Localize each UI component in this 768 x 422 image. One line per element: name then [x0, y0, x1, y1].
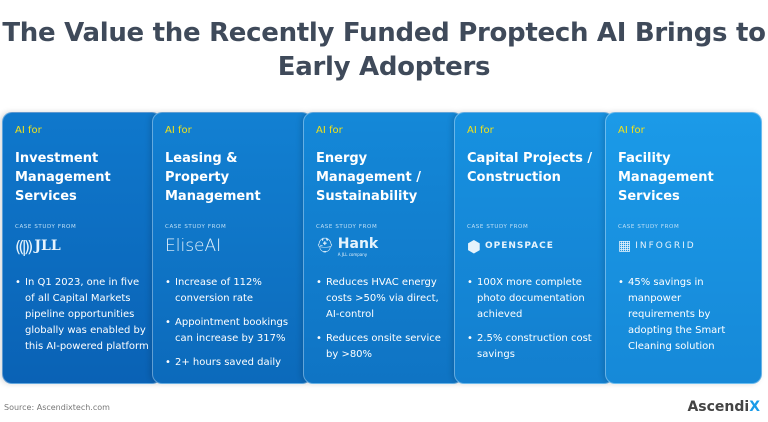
bullet: 2+ hours saved daily — [165, 355, 299, 371]
grid-icon: ▦ — [618, 238, 632, 254]
card-label: AI for — [165, 125, 192, 136]
case-study-label: CASE STUDY FROM — [618, 224, 680, 230]
bullet: Reduces HVAC energy costs >50% via direc… — [316, 275, 450, 323]
bullet: Appointment bookings can increase by 317… — [165, 315, 299, 347]
bullet: Reduces onsite service by >80% — [316, 331, 450, 363]
card-heading: Facility Management Services — [618, 151, 714, 204]
source-note: Source: Ascendixtech.com — [4, 403, 110, 412]
eliseai-logo: EliseAI — [165, 236, 222, 256]
card-heading: Energy Management / Sustainability — [316, 151, 421, 204]
case-study-label: CASE STUDY FROM — [165, 224, 227, 230]
card-facility: AI for Facility Management Services CASE… — [605, 112, 762, 384]
card-heading: Investment Management Services — [15, 151, 111, 204]
openspace-logo: ⬢ OPENSPACE — [467, 236, 554, 256]
bullet: Increase of 112% conversion rate — [165, 275, 299, 307]
card-heading: Leasing & Property Management — [165, 151, 261, 204]
infogrid-logo: ▦ INFOGRID — [618, 238, 696, 254]
case-study-label: CASE STUDY FROM — [467, 224, 529, 230]
page-title: The Value the Recently Funded Proptech A… — [2, 18, 766, 82]
card-label: AI for — [316, 125, 343, 136]
card-construction: AI for Capital Projects / Construction C… — [454, 112, 614, 384]
card-investment: AI for Investment Management Services CA… — [2, 112, 162, 384]
case-study-label: CASE STUDY FROM — [15, 224, 77, 230]
card-energy: AI for Energy Management / Sustainabilit… — [303, 112, 463, 384]
card-leasing: AI for Leasing & Property Management CAS… — [152, 112, 312, 384]
jll-logo: ((|)) JLL — [15, 236, 61, 256]
bullet: In Q1 2023, one in five of all Capital M… — [15, 275, 149, 355]
helmet-icon: ⛑ — [316, 238, 334, 254]
card-heading: Capital Projects / Construction — [467, 151, 593, 185]
hexagon-icon: ⬢ — [467, 236, 481, 256]
bullet: 2.5% construction cost savings — [467, 331, 601, 363]
card-label: AI for — [15, 125, 42, 136]
bullet: 45% savings in manpower requirements by … — [618, 275, 749, 355]
ascendix-logo: AscendiX — [687, 399, 760, 415]
case-study-label: CASE STUDY FROM — [316, 224, 378, 230]
card-label: AI for — [467, 125, 494, 136]
card-label: AI for — [618, 125, 645, 136]
bullet: 100X more complete photo documentation a… — [467, 275, 601, 323]
hank-logo: ⛑ Hank A JLL company — [316, 235, 379, 257]
cards-row: AI for Investment Management Services CA… — [2, 112, 762, 384]
